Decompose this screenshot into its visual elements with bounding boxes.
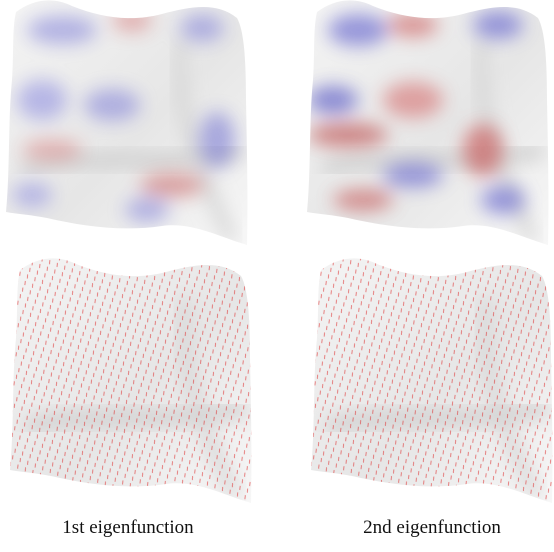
- caption: 2nd eigenfunction: [363, 517, 501, 538]
- surface-1: [6, 0, 247, 245]
- vector-field-1: [10, 258, 251, 503]
- caption: 1st eigenfunction: [62, 517, 194, 538]
- surface-2: [307, 0, 548, 245]
- vector-field-2: [311, 258, 552, 503]
